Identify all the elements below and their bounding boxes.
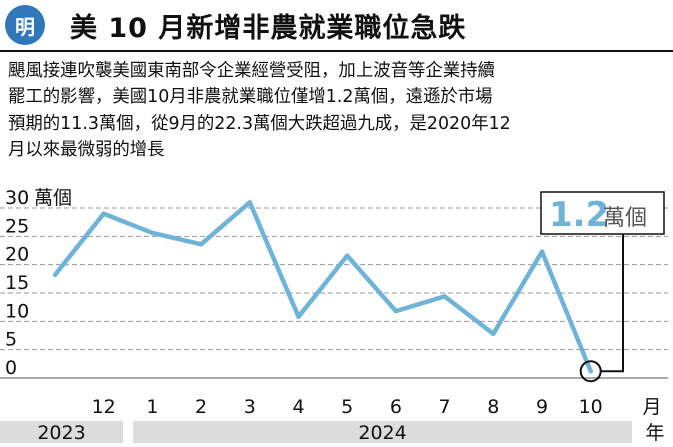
year-label: 2024 xyxy=(358,422,406,444)
data-point xyxy=(199,242,204,247)
y-unit-label: 萬個 xyxy=(34,187,72,209)
data-point xyxy=(296,314,301,319)
annotation-connector xyxy=(600,233,624,373)
y-tick-label: 10 xyxy=(5,300,29,322)
x-tick-label: 8 xyxy=(487,396,499,418)
year-band xyxy=(0,421,124,443)
data-point xyxy=(393,309,398,314)
data-point xyxy=(540,249,544,254)
y-tick-label: 25 xyxy=(5,215,29,237)
year-band xyxy=(133,421,633,443)
y-tick-label: 0 xyxy=(5,357,17,379)
series-line xyxy=(52,200,593,374)
annotation-box xyxy=(540,191,665,235)
data-point xyxy=(442,294,447,299)
description-line: 月以來最微弱的增長 xyxy=(8,140,165,161)
x-tick-label: 6 xyxy=(390,396,402,418)
x-tick-label: 9 xyxy=(536,396,548,418)
title-divider xyxy=(0,50,673,52)
x-tick-label: 10 xyxy=(579,396,603,418)
description-line: 罷工的影響，美國10月非農就業職位僅增1.2萬個，遠遜於市場 xyxy=(8,87,493,108)
data-point xyxy=(53,272,57,277)
data-point xyxy=(491,331,496,336)
y-tick-label: 15 xyxy=(5,272,29,294)
description-line: 颶風接連吹襲美國東南部令企業經營受阻，加上波音等企業持續 xyxy=(8,61,495,81)
data-point xyxy=(247,200,252,205)
annotation-value: 1.2 xyxy=(549,195,609,235)
x-tick-label: 3 xyxy=(244,396,256,418)
header: 明 美 10 月新增非農就業職位急跌 xyxy=(0,0,673,52)
annotation-unit: 萬個 xyxy=(603,206,647,231)
x-tick-label: 4 xyxy=(292,396,304,418)
x-axis-suffix: 月 xyxy=(642,396,661,418)
data-point xyxy=(101,211,106,216)
page-title: 美 10 月新增非農就業職位急跌 xyxy=(70,13,467,44)
x-tick-label: 2 xyxy=(195,396,207,418)
x-tick-label: 7 xyxy=(439,396,451,418)
x-tick-label: 5 xyxy=(341,396,353,418)
x-tick-label: 1 xyxy=(146,396,158,418)
data-point xyxy=(588,369,593,374)
data-point xyxy=(345,253,350,258)
y-tick-label: 30 xyxy=(5,187,29,209)
publication-logo: 明 xyxy=(5,5,45,45)
data-point xyxy=(150,230,155,235)
year-axis-suffix: 年 xyxy=(645,422,664,444)
y-tick-label: 5 xyxy=(5,329,17,351)
description-line: 預期的11.3萬個，從9月的22.3萬個大跌超過九成，是2020年12 xyxy=(8,113,511,134)
x-tick-label: 12 xyxy=(92,396,116,418)
year-label: 2023 xyxy=(37,422,85,444)
description: 颶風接連吹襲美國東南部令企業經營受阻，加上波音等企業持續 罷工的影響，美國10月… xyxy=(8,58,668,164)
y-tick-label: 20 xyxy=(5,244,29,266)
